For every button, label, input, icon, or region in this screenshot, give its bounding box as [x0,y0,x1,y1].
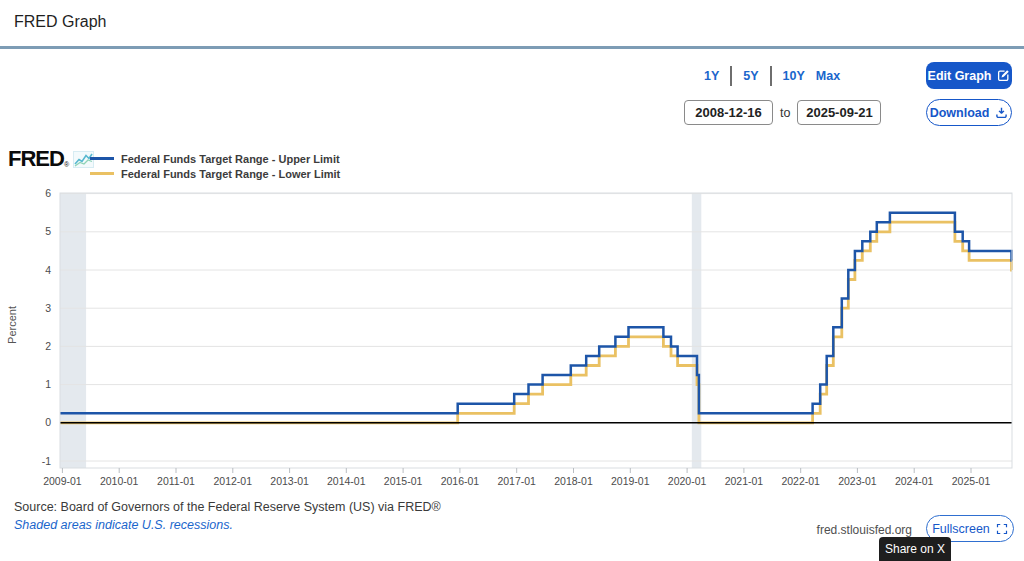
date-to-label: to [780,106,790,120]
svg-text:1: 1 [45,378,51,390]
chart-legend: Federal Funds Target Range - Upper Limit… [90,151,340,181]
svg-text:2: 2 [45,340,51,352]
svg-text:2017-01: 2017-01 [497,475,536,487]
download-button[interactable]: Download [926,99,1012,126]
range-selector: 1Y 5Y 10Y Max [704,66,840,86]
fred-logo-registered-mark: ® [64,161,69,168]
svg-text:2015-01: 2015-01 [384,475,423,487]
svg-text:2019-01: 2019-01 [611,475,650,487]
svg-text:2012-01: 2012-01 [214,475,253,487]
fred-logo[interactable]: FRED ® [8,149,94,169]
download-label: Download [930,106,990,120]
svg-text:0: 0 [45,416,51,428]
range-separator [770,66,772,86]
svg-text:5: 5 [45,225,51,237]
edit-icon [997,69,1010,82]
site-watermark: fred.stlouisfed.org [760,523,912,537]
plot-svg[interactable]: 2009-012010-012011-012012-012013-012014-… [0,188,1024,488]
recession-note-link[interactable]: Shaded areas indicate U.S. recessions. [14,518,233,532]
svg-text:2013-01: 2013-01 [270,475,309,487]
svg-text:2021-01: 2021-01 [725,475,764,487]
svg-text:2018-01: 2018-01 [554,475,593,487]
date-range-row: to [684,100,881,125]
svg-text:6: 6 [45,188,51,199]
start-date-input[interactable] [684,100,773,125]
svg-text:2014-01: 2014-01 [327,475,366,487]
range-10y[interactable]: 10Y [783,69,805,83]
edit-graph-label: Edit Graph [928,69,992,83]
source-attribution: Source: Board of Governors of the Federa… [14,500,441,514]
range-max[interactable]: Max [816,69,840,83]
lower-limit-label: Federal Funds Target Range - Lower Limit [121,168,340,180]
fullscreen-icon [996,523,1008,535]
range-separator [730,66,732,86]
upper-limit-swatch [90,157,114,160]
svg-text:2024-01: 2024-01 [895,475,934,487]
svg-text:2023-01: 2023-01 [838,475,877,487]
svg-text:2010-01: 2010-01 [100,475,139,487]
header-divider [0,46,1024,49]
edit-graph-button[interactable]: Edit Graph [926,62,1012,89]
range-5y[interactable]: 5Y [743,69,758,83]
svg-text:-1: -1 [42,455,51,467]
share-on-x-tooltip: Share on X [879,537,951,561]
legend-row-lower: Federal Funds Target Range - Lower Limit [90,166,340,181]
svg-text:2025-01: 2025-01 [952,475,991,487]
fred-logo-text: FRED [8,149,64,169]
svg-text:2011-01: 2011-01 [157,475,195,487]
lower-limit-swatch [90,172,114,175]
svg-text:3: 3 [45,302,51,314]
upper-limit-label: Federal Funds Target Range - Upper Limit [121,153,340,165]
svg-text:2016-01: 2016-01 [441,475,480,487]
page-title: FRED Graph [14,13,106,31]
plot-area[interactable]: 2009-012010-012011-012012-012013-012014-… [0,188,1024,488]
legend-row-upper: Federal Funds Target Range - Upper Limit [90,151,340,166]
svg-text:2009-01: 2009-01 [43,475,82,487]
range-1y[interactable]: 1Y [704,69,719,83]
download-icon [995,106,1008,119]
fullscreen-label: Fullscreen [932,522,990,536]
svg-text:2022-01: 2022-01 [781,475,820,487]
end-date-input[interactable] [797,100,881,125]
svg-text:4: 4 [45,264,51,276]
svg-text:2020-01: 2020-01 [668,475,707,487]
